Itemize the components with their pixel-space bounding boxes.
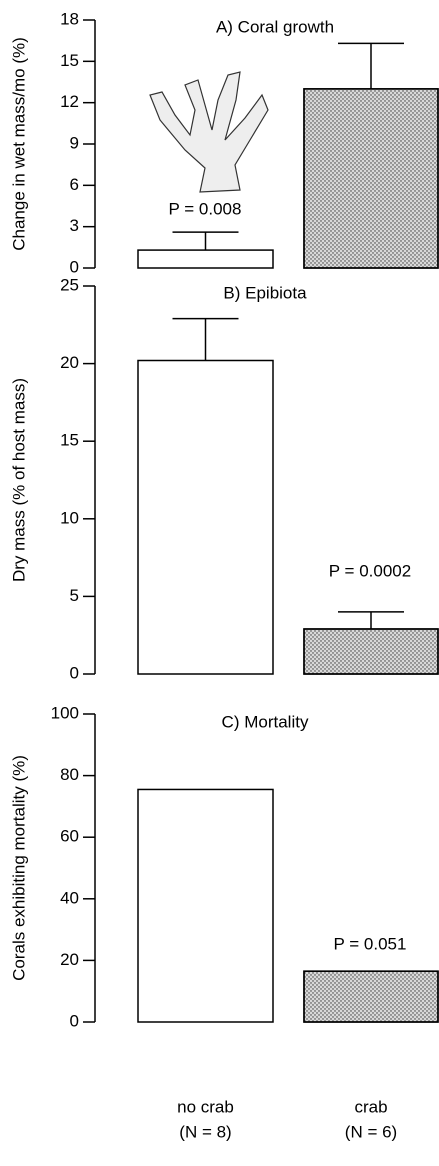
y-tick-label: 5 <box>70 586 79 605</box>
y-axis-label: Corals exhibiting mortality (%) <box>9 755 28 981</box>
chart-title: A) Coral growth <box>216 17 334 36</box>
coral-illustration <box>149 71 269 193</box>
sample-size: (N = 6) <box>345 1122 397 1141</box>
y-axis-label: Change in wet mass/mo (%) <box>9 37 28 251</box>
y-tick-label: 60 <box>60 827 79 846</box>
bar <box>137 788 274 1023</box>
y-tick-label: 15 <box>60 431 79 450</box>
chart-title: C) Mortality <box>222 712 309 731</box>
y-tick-label: 0 <box>70 663 79 682</box>
p-value: P = 0.051 <box>334 934 407 953</box>
y-tick-label: 80 <box>60 765 79 784</box>
y-tick-label: 6 <box>70 175 79 194</box>
y-tick-label: 18 <box>60 9 79 28</box>
bar <box>137 359 274 675</box>
y-tick-label: 0 <box>70 257 79 276</box>
y-tick-label: 40 <box>60 888 79 907</box>
y-tick-label: 20 <box>60 353 79 372</box>
y-tick-label: 10 <box>60 508 79 527</box>
error-bar <box>338 611 404 629</box>
chart-title: B) Epibiota <box>223 283 307 302</box>
y-tick-label: 3 <box>70 216 79 235</box>
sample-size: (N = 8) <box>179 1122 231 1141</box>
p-value: P = 0.0002 <box>329 561 411 580</box>
bar-texture <box>303 628 439 675</box>
error-bar <box>338 42 404 89</box>
error-bar <box>172 231 239 251</box>
bar-texture <box>303 88 439 269</box>
y-tick-label: 0 <box>70 1011 79 1030</box>
x-tick-label: no crab <box>177 1097 234 1116</box>
y-tick-label: 12 <box>60 92 79 111</box>
y-tick-label: 100 <box>51 703 79 722</box>
y-tick-label: 20 <box>60 950 79 969</box>
y-tick-label: 25 <box>60 275 79 294</box>
bar-texture <box>303 970 439 1023</box>
bar <box>137 249 274 269</box>
y-axis-label: Dry mass (% of host mass) <box>9 378 28 582</box>
error-bar <box>172 317 239 361</box>
y-tick-label: 9 <box>70 133 79 152</box>
x-tick-label: crab <box>354 1097 387 1116</box>
p-value: P = 0.008 <box>169 199 242 218</box>
y-tick-label: 15 <box>60 51 79 70</box>
